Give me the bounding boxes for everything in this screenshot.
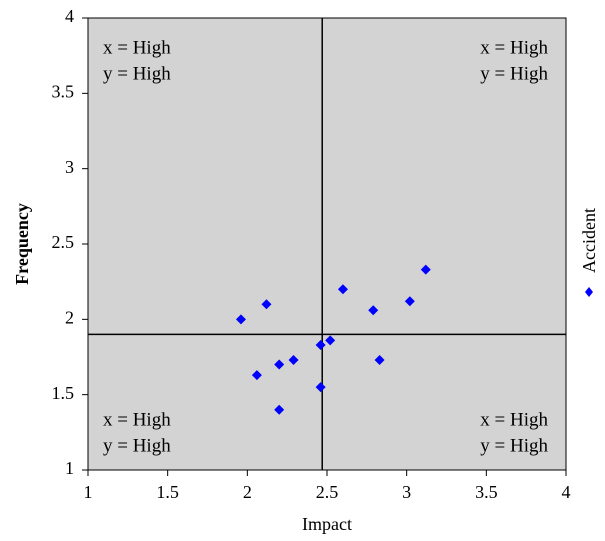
x-tick-label: 1.5 bbox=[156, 482, 179, 502]
data-point bbox=[404, 296, 415, 307]
data-point bbox=[251, 370, 262, 381]
x-tick-label: 4 bbox=[562, 482, 571, 502]
x-tick-label: 3.5 bbox=[475, 482, 498, 502]
data-point bbox=[420, 264, 431, 275]
x-tick-label: 2 bbox=[243, 482, 252, 502]
y-tick-label: 3 bbox=[65, 157, 74, 177]
quadrant-label-top-right-line-1: x = High bbox=[480, 37, 548, 58]
quadrant-labels: x = High y = High x = High y = High x = High… bbox=[103, 37, 548, 456]
quadrant-label-bottom-right-line-2: y = High bbox=[480, 435, 548, 456]
data-point bbox=[315, 339, 326, 350]
data-point bbox=[374, 355, 385, 366]
quadrant-label-bottom-left-line-2: y = High bbox=[103, 435, 171, 456]
data-point bbox=[274, 404, 285, 415]
legend-marker-accident bbox=[585, 287, 593, 297]
data-point bbox=[337, 284, 348, 295]
data-point bbox=[288, 355, 299, 366]
data-points bbox=[235, 264, 431, 415]
quadrant-label-top-right-line-2: y = High bbox=[480, 63, 548, 84]
x-tick-label: 3 bbox=[402, 482, 411, 502]
data-point bbox=[274, 359, 285, 370]
y-axis-title: Frequency bbox=[12, 203, 32, 285]
data-point bbox=[261, 299, 272, 310]
x-tick-label: 2.5 bbox=[316, 482, 339, 502]
y-tick-label: 2.5 bbox=[52, 232, 75, 252]
x-axis-title: Impact bbox=[302, 514, 352, 534]
legend: Accident bbox=[579, 208, 599, 297]
plot-area bbox=[87, 17, 567, 471]
data-point bbox=[315, 382, 326, 393]
quadrant-lines bbox=[88, 18, 566, 470]
x-tick-label: 1 bbox=[84, 482, 93, 502]
quadrant-label-top-left-line-1: x = High bbox=[103, 37, 171, 58]
y-tick-label: 3.5 bbox=[52, 81, 75, 101]
quadrant-label-bottom-right-line-1: x = High bbox=[480, 409, 548, 430]
quadrant-label-top-left-line-2: y = High bbox=[103, 63, 171, 84]
data-point bbox=[368, 305, 379, 316]
y-tick-label: 2 bbox=[65, 307, 74, 327]
y-tick-label: 4 bbox=[65, 6, 74, 26]
data-point bbox=[235, 314, 246, 325]
quadrant-label-bottom-left-line-1: x = High bbox=[103, 409, 171, 430]
y-tick-label: 1.5 bbox=[52, 383, 75, 403]
data-point bbox=[325, 335, 336, 346]
legend-label-accident: Accident bbox=[579, 208, 599, 273]
y-tick-label: 1 bbox=[65, 458, 74, 478]
axes: 1 1.5 2 2.5 3 3.5 4 1 1.5 2 2.5 3 3.5 4 bbox=[52, 6, 571, 502]
